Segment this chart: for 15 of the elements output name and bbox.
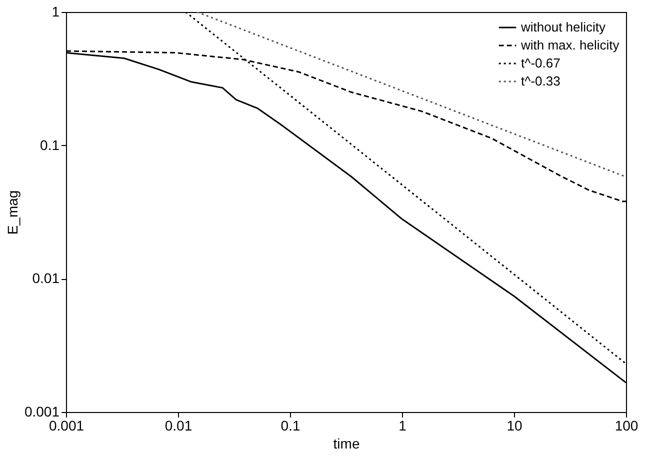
legend-label: t^-0.33 xyxy=(521,74,560,88)
y-tick-label: 1 xyxy=(52,4,60,20)
x-tick-label: 1 xyxy=(398,418,407,434)
y-tick-label: 0.001 xyxy=(24,404,60,420)
legend-label: with max. helicity xyxy=(520,38,620,52)
legend-label: t^-0.67 xyxy=(521,56,560,70)
legend-label: without helicity xyxy=(520,20,606,34)
x-tick-label: 10 xyxy=(506,418,522,434)
x-tick-label: 100 xyxy=(614,418,638,434)
x-axis-title: time xyxy=(333,436,360,452)
y-axis-title: E_mag xyxy=(4,190,20,235)
x-tick-label: 0.01 xyxy=(164,418,192,434)
y-tick-label: 0.01 xyxy=(32,270,60,286)
x-tick-label: 0.1 xyxy=(280,418,300,434)
y-tick-label: 0.1 xyxy=(40,136,60,153)
